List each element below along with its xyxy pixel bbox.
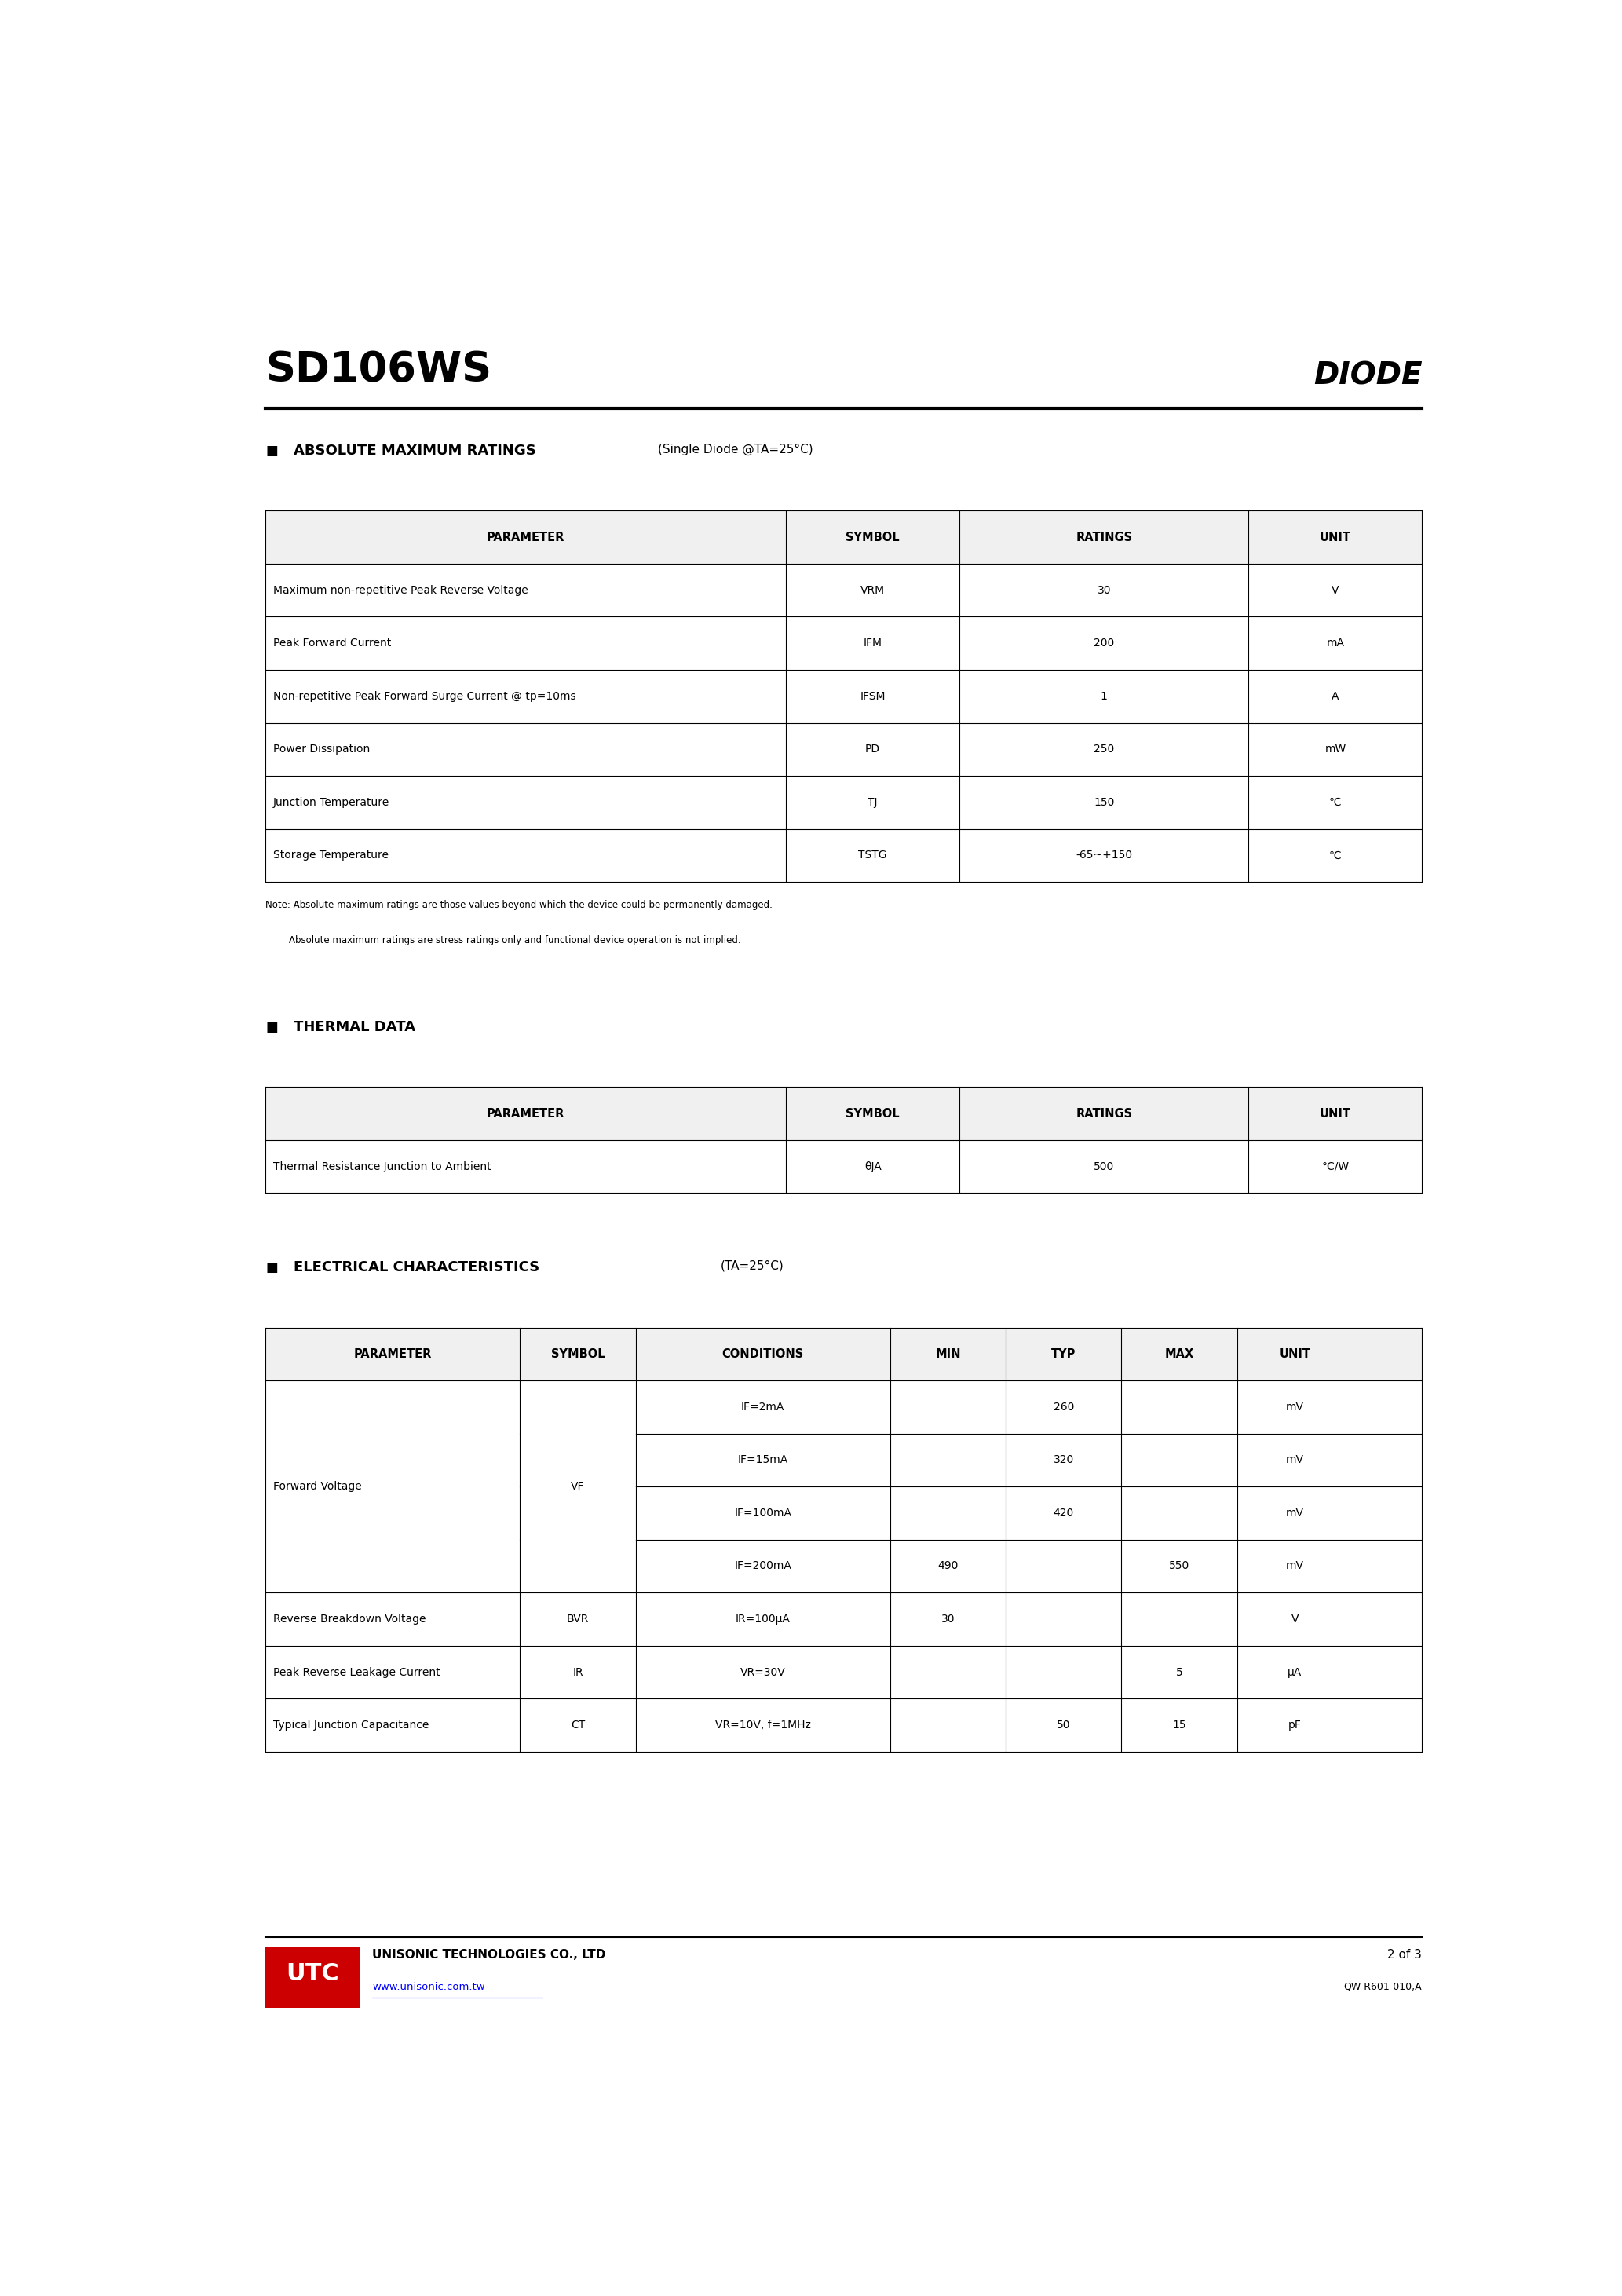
Text: VR=10V, f=1MHz: VR=10V, f=1MHz xyxy=(715,1720,811,1731)
Text: 30: 30 xyxy=(941,1614,955,1626)
Text: VRM: VRM xyxy=(861,585,886,595)
Text: (TA=25°C): (TA=25°C) xyxy=(720,1261,783,1272)
Text: IF=200mA: IF=200mA xyxy=(735,1561,792,1570)
Text: mV: mV xyxy=(1286,1508,1304,1518)
Text: IF=2mA: IF=2mA xyxy=(741,1401,785,1412)
Text: SYMBOL: SYMBOL xyxy=(551,1348,605,1359)
Text: UNIT: UNIT xyxy=(1320,530,1351,544)
Bar xyxy=(266,1947,360,2009)
Text: PARAMETER: PARAMETER xyxy=(487,530,564,544)
Text: 5: 5 xyxy=(1176,1667,1182,1678)
Text: ℃: ℃ xyxy=(1328,797,1341,808)
Text: PARAMETER: PARAMETER xyxy=(487,1107,564,1120)
Text: mV: mV xyxy=(1286,1561,1304,1570)
Text: IR: IR xyxy=(573,1667,584,1678)
Text: VR=30V: VR=30V xyxy=(740,1667,785,1678)
Text: V: V xyxy=(1332,585,1340,595)
Text: DIODE: DIODE xyxy=(1314,360,1422,390)
Text: (Single Diode @TA=25°C): (Single Diode @TA=25°C) xyxy=(659,443,813,455)
Text: ℃: ℃ xyxy=(1328,850,1341,861)
Text: Maximum non-repetitive Peak Reverse Voltage: Maximum non-repetitive Peak Reverse Volt… xyxy=(272,585,529,595)
Text: TYP: TYP xyxy=(1051,1348,1075,1359)
Text: MIN: MIN xyxy=(936,1348,960,1359)
Text: mW: mW xyxy=(1325,744,1346,755)
Text: QW-R601-010,A: QW-R601-010,A xyxy=(1345,1981,1422,1993)
Text: μA: μA xyxy=(1288,1667,1302,1678)
Text: mV: mV xyxy=(1286,1401,1304,1412)
Text: TJ: TJ xyxy=(868,797,878,808)
Text: MAX: MAX xyxy=(1165,1348,1194,1359)
Text: PD: PD xyxy=(865,744,881,755)
Text: ■: ■ xyxy=(266,443,277,457)
Text: IFSM: IFSM xyxy=(860,691,886,703)
Text: THERMAL DATA: THERMAL DATA xyxy=(294,1019,415,1033)
Text: UNIT: UNIT xyxy=(1320,1107,1351,1120)
Bar xyxy=(266,1086,1422,1141)
Text: CONDITIONS: CONDITIONS xyxy=(722,1348,805,1359)
Text: Peak Forward Current: Peak Forward Current xyxy=(272,638,391,650)
Bar xyxy=(266,1327,1422,1380)
Text: Peak Reverse Leakage Current: Peak Reverse Leakage Current xyxy=(272,1667,440,1678)
Text: Thermal Resistance Junction to Ambient: Thermal Resistance Junction to Ambient xyxy=(272,1162,491,1171)
Text: °C/W: °C/W xyxy=(1322,1162,1350,1171)
Text: SYMBOL: SYMBOL xyxy=(845,1107,900,1120)
Text: IFM: IFM xyxy=(863,638,882,650)
Text: 15: 15 xyxy=(1173,1720,1186,1731)
Text: SYMBOL: SYMBOL xyxy=(845,530,900,544)
Text: ■: ■ xyxy=(266,1019,277,1033)
Text: 500: 500 xyxy=(1093,1162,1114,1171)
Text: 550: 550 xyxy=(1169,1561,1189,1570)
Text: PARAMETER: PARAMETER xyxy=(354,1348,431,1359)
Text: Non-repetitive Peak Forward Surge Current @ tp=10ms: Non-repetitive Peak Forward Surge Curren… xyxy=(272,691,576,703)
Text: pF: pF xyxy=(1288,1720,1301,1731)
Text: Power Dissipation: Power Dissipation xyxy=(272,744,370,755)
Text: TSTG: TSTG xyxy=(858,850,887,861)
Text: Reverse Breakdown Voltage: Reverse Breakdown Voltage xyxy=(272,1614,427,1626)
Text: ELECTRICAL CHARACTERISTICS: ELECTRICAL CHARACTERISTICS xyxy=(294,1261,539,1274)
Bar xyxy=(266,1998,360,2009)
Text: 2 of 3: 2 of 3 xyxy=(1388,1949,1422,1961)
Text: 260: 260 xyxy=(1053,1401,1074,1412)
Text: -65~+150: -65~+150 xyxy=(1075,850,1132,861)
Text: Absolute maximum ratings are stress ratings only and functional device operation: Absolute maximum ratings are stress rati… xyxy=(266,934,741,946)
Text: RATINGS: RATINGS xyxy=(1075,530,1132,544)
Text: 1: 1 xyxy=(1101,691,1108,703)
Text: A: A xyxy=(1332,691,1340,703)
Text: IR=100μA: IR=100μA xyxy=(735,1614,790,1626)
Text: 200: 200 xyxy=(1093,638,1114,650)
Text: VF: VF xyxy=(571,1481,584,1492)
Text: RATINGS: RATINGS xyxy=(1075,1107,1132,1120)
Text: UTC: UTC xyxy=(285,1963,339,1986)
Text: BVR: BVR xyxy=(566,1614,589,1626)
Text: Note: Absolute maximum ratings are those values beyond which the device could be: Note: Absolute maximum ratings are those… xyxy=(266,900,772,909)
Text: 50: 50 xyxy=(1056,1720,1071,1731)
Text: 150: 150 xyxy=(1093,797,1114,808)
Text: V: V xyxy=(1291,1614,1299,1626)
Text: θJA: θJA xyxy=(865,1162,881,1171)
Text: ■: ■ xyxy=(266,1261,277,1274)
Text: SD106WS: SD106WS xyxy=(266,349,491,390)
Text: 320: 320 xyxy=(1053,1456,1074,1465)
Text: 250: 250 xyxy=(1093,744,1114,755)
Text: UNIT: UNIT xyxy=(1280,1348,1311,1359)
Text: Storage Temperature: Storage Temperature xyxy=(272,850,389,861)
Text: Junction Temperature: Junction Temperature xyxy=(272,797,389,808)
Text: ABSOLUTE MAXIMUM RATINGS: ABSOLUTE MAXIMUM RATINGS xyxy=(294,443,535,457)
Text: 490: 490 xyxy=(938,1561,959,1570)
Bar xyxy=(266,510,1422,565)
Text: www.unisonic.com.tw: www.unisonic.com.tw xyxy=(373,1981,485,1993)
Text: IF=15mA: IF=15mA xyxy=(738,1456,788,1465)
Text: mA: mA xyxy=(1327,638,1345,650)
Text: Typical Junction Capacitance: Typical Junction Capacitance xyxy=(272,1720,428,1731)
Text: mV: mV xyxy=(1286,1456,1304,1465)
Text: Forward Voltage: Forward Voltage xyxy=(272,1481,362,1492)
Text: CT: CT xyxy=(571,1720,586,1731)
Text: UNISONIC TECHNOLOGIES CO., LTD: UNISONIC TECHNOLOGIES CO., LTD xyxy=(373,1949,607,1961)
Text: 420: 420 xyxy=(1053,1508,1074,1518)
Text: IF=100mA: IF=100mA xyxy=(735,1508,792,1518)
Text: 30: 30 xyxy=(1096,585,1111,595)
